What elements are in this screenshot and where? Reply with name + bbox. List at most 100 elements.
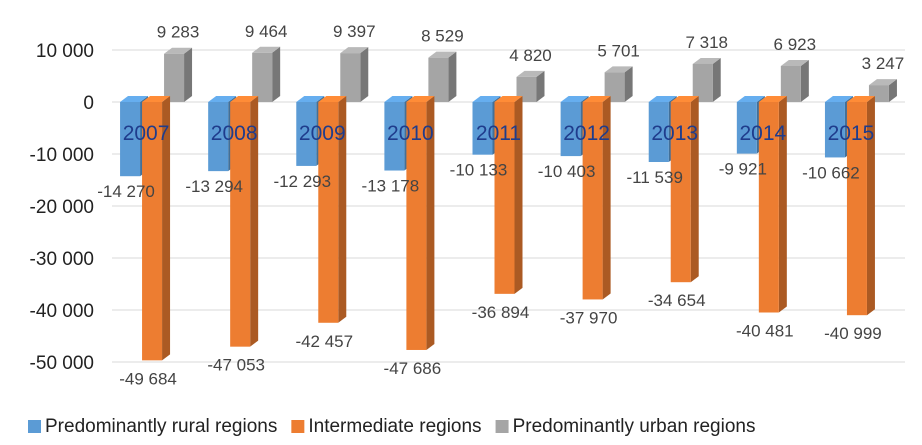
data-label-rural-2010: -13 178 (362, 177, 420, 196)
bar-side (624, 66, 633, 102)
y-tick-label: -20 000 (30, 197, 94, 218)
bar-top (692, 57, 721, 64)
category-label-2008: 2008 (211, 122, 258, 145)
bar-top (846, 96, 875, 102)
data-label-rural-2008: -13 294 (185, 177, 243, 196)
legend-swatch (495, 420, 509, 433)
bar-urban-2013 (692, 57, 721, 102)
bar-top (428, 51, 457, 58)
bar-intermediate-2008 (230, 96, 259, 347)
category-label-2010: 2010 (387, 122, 434, 145)
bar-front (252, 52, 273, 102)
legend-swatch (28, 420, 41, 433)
data-label-intermediate-2014: -40 481 (736, 322, 794, 341)
legend-item-intermediate: Intermediate regions (291, 416, 482, 437)
bar-top (142, 96, 171, 102)
bar-top (494, 96, 523, 102)
bar-intermediate-2010 (406, 96, 435, 350)
data-label-intermediate-2008: -47 053 (207, 356, 265, 375)
bar-urban-2014 (780, 60, 809, 102)
bar-front (736, 102, 757, 154)
bar-front (406, 102, 427, 350)
legend-item-rural: Predominantly rural regions (28, 416, 277, 437)
legend: Predominantly rural regions Intermediate … (28, 416, 755, 437)
bar-side (250, 96, 259, 347)
bar-top (780, 60, 809, 67)
data-label-urban-2012: 5 701 (597, 41, 640, 60)
bar-side (360, 47, 369, 102)
legend-label: Predominantly urban regions (513, 416, 756, 437)
data-label-intermediate-2009: -42 457 (295, 332, 353, 351)
legend-swatch (291, 420, 305, 433)
legend-item-urban: Predominantly urban regions (495, 416, 756, 437)
bar-front (582, 102, 603, 300)
bar-side (272, 46, 281, 102)
bar-top (516, 70, 545, 77)
legend-label: Intermediate regions (308, 416, 481, 437)
category-labels: 2007 2008 2009 2010 2011 2012 2013 2014 2015 (123, 122, 875, 145)
bar-top (736, 96, 765, 102)
bar-top (384, 96, 413, 102)
bar-intermediate-2015 (846, 96, 875, 316)
data-label-intermediate-2011: -36 894 (472, 303, 530, 322)
bar-top (208, 96, 237, 102)
data-label-intermediate-2007: -49 684 (119, 369, 177, 388)
bar-top (824, 96, 853, 102)
y-tick-label: -40 000 (30, 301, 94, 322)
bar-front (428, 57, 449, 102)
bar-urban-2010 (428, 51, 457, 102)
bar-front (318, 102, 339, 323)
data-labels: 9 283 -14 270 -49 684 9 464 -13 294 -47 053 9 … (97, 22, 904, 389)
bar-side (866, 96, 875, 316)
bar-top (230, 96, 259, 102)
data-label-urban-2009: 9 397 (333, 22, 376, 41)
category-label-2011: 2011 (476, 122, 521, 145)
data-label-urban-2014: 6 923 (774, 35, 817, 54)
bar-top (604, 66, 633, 73)
category-label-2013: 2013 (651, 122, 698, 145)
bar-side (184, 47, 193, 102)
bar-top (252, 46, 281, 53)
data-label-rural-2012: -10 403 (538, 162, 596, 181)
bar-intermediate-2014 (758, 96, 787, 313)
category-label-2015: 2015 (828, 122, 875, 145)
bar-intermediate-2009 (318, 96, 347, 323)
bar-front (604, 72, 625, 102)
category-label-2012: 2012 (563, 122, 610, 145)
bar-side (448, 51, 457, 102)
data-label-rural-2009: -12 293 (273, 172, 331, 191)
bar-side (690, 96, 699, 283)
bar-intermediate-2007 (142, 96, 171, 361)
data-label-urban-2008: 9 464 (245, 22, 288, 41)
category-label-2009: 2009 (299, 122, 346, 145)
bar-front (494, 102, 515, 294)
bar-urban-2008 (252, 46, 281, 102)
bar-side (888, 79, 897, 102)
bar-urban-2012 (604, 66, 633, 102)
bar-front (296, 102, 317, 166)
bar-side (778, 96, 787, 313)
data-label-urban-2015: 3 247 (862, 54, 905, 73)
bar-top (406, 96, 435, 102)
data-label-urban-2013: 7 318 (685, 33, 728, 52)
bar-side (426, 96, 435, 350)
bar-top (120, 96, 149, 102)
bar-side (338, 96, 347, 323)
bar-top (670, 96, 699, 102)
bar-intermediate-2011 (494, 96, 523, 294)
bar-front (648, 102, 669, 163)
bar-front (670, 102, 691, 283)
bar-front (824, 102, 845, 158)
data-label-intermediate-2010: -47 686 (384, 359, 442, 378)
bar-top (472, 96, 501, 102)
data-label-urban-2007: 9 283 (157, 23, 200, 42)
category-label-2007: 2007 (123, 122, 170, 145)
bar-side (602, 96, 611, 300)
bar-top (296, 96, 325, 102)
bars (120, 46, 897, 361)
data-label-intermediate-2013: -34 654 (648, 291, 706, 310)
data-label-intermediate-2012: -37 970 (560, 308, 618, 327)
data-label-rural-2015: -10 662 (802, 163, 860, 182)
